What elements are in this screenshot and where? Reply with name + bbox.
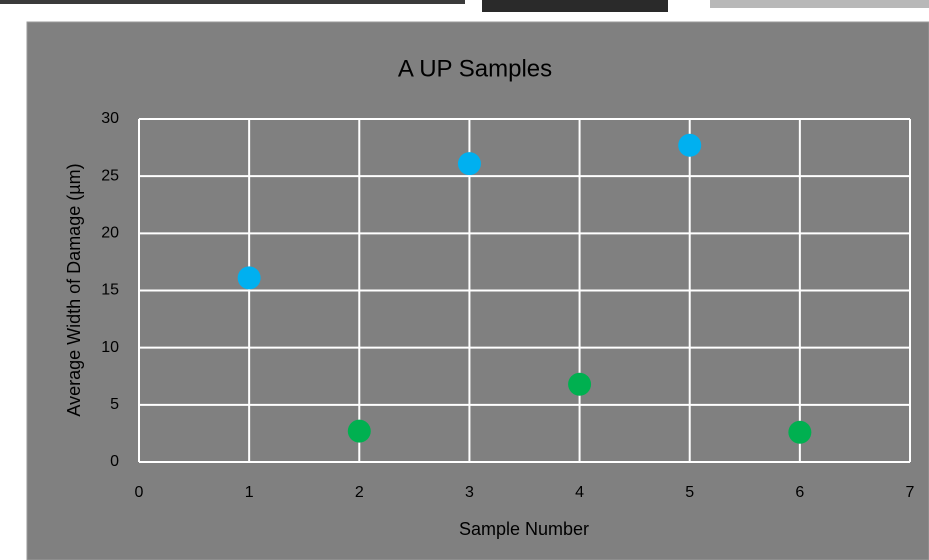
chart-title: A UP Samples bbox=[398, 55, 552, 82]
photo-strip bbox=[482, 0, 668, 12]
y-axis-label: Average Width of Damage (µm) bbox=[64, 163, 84, 416]
y-tick-label: 15 bbox=[101, 282, 119, 299]
point bbox=[237, 266, 261, 290]
point bbox=[457, 152, 481, 176]
y-tick-label: 20 bbox=[101, 225, 119, 242]
x-tick-label: 2 bbox=[355, 484, 364, 501]
x-tick-label: 0 bbox=[135, 484, 144, 501]
point bbox=[678, 133, 702, 157]
x-axis-label: Sample Number bbox=[459, 519, 589, 539]
point bbox=[347, 419, 371, 443]
y-tick-label: 5 bbox=[110, 396, 119, 413]
y-tick-label: 25 bbox=[101, 167, 119, 184]
point bbox=[788, 420, 812, 444]
x-tick-label: 5 bbox=[685, 484, 694, 501]
y-tick-label: 30 bbox=[101, 110, 119, 127]
point bbox=[568, 372, 592, 396]
x-tick-label: 4 bbox=[575, 484, 584, 501]
photo-strip bbox=[0, 0, 465, 4]
x-tick-label: 6 bbox=[795, 484, 804, 501]
photo-strip bbox=[710, 0, 929, 8]
x-tick-label: 3 bbox=[465, 484, 474, 501]
x-tick-label: 7 bbox=[906, 484, 915, 501]
y-tick-label: 0 bbox=[110, 453, 119, 470]
y-tick-label: 10 bbox=[101, 339, 119, 356]
x-tick-label: 1 bbox=[245, 484, 254, 501]
